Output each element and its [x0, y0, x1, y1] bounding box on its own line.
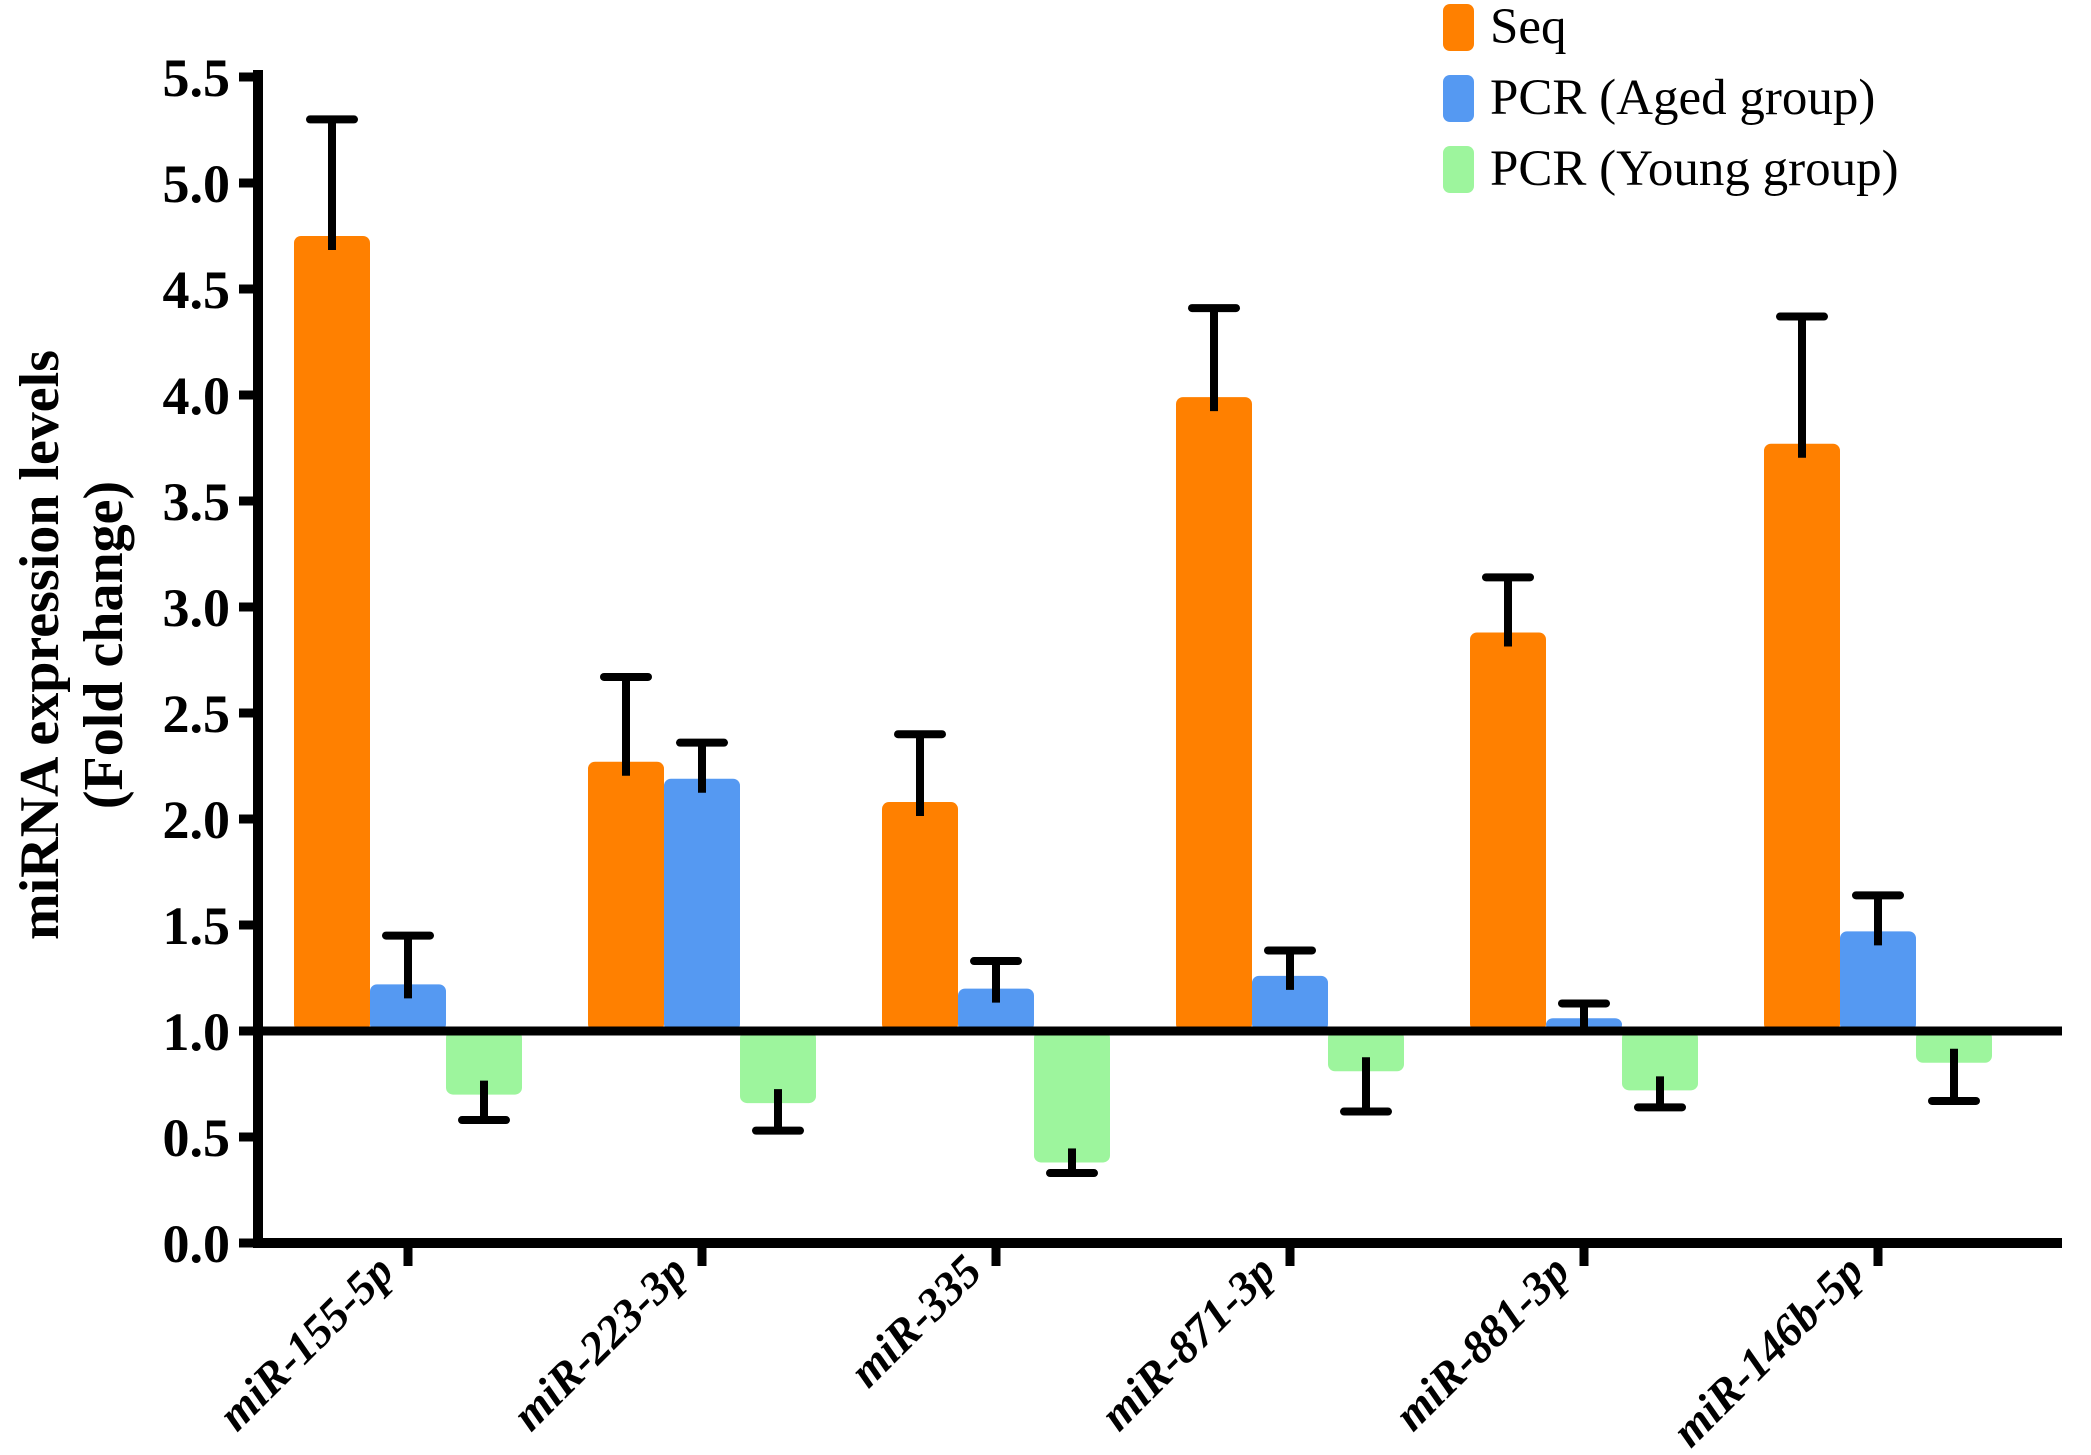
bar-seq-miR-223-3p [588, 761, 664, 1031]
x-tick-label-miR-335: miR-335 [839, 1245, 991, 1397]
y-tick-label-4.0: 4.0 [163, 366, 231, 426]
legend: Seq PCR (Aged group) PCR (Young group) [1443, 0, 1899, 197]
x-tick-label-miR-871-3p: miR-871-3p [1090, 1245, 1285, 1440]
y-tick-label-5.5: 5.5 [163, 48, 231, 108]
bar-pcr-young-group--miR-335 [1034, 1031, 1110, 1163]
legend-label-seq: Seq [1490, 0, 1567, 55]
legend-swatch-pcr-aged [1443, 75, 1474, 122]
bar-pcr-aged-group--miR-335 [958, 988, 1034, 1031]
bar-seq-miR-871-3p [1176, 397, 1252, 1031]
y-tick-label-3.5: 3.5 [163, 472, 231, 532]
x-tick-label-miR-881-3p: miR-881-3p [1384, 1245, 1579, 1440]
bar-seq-miR-335 [882, 802, 958, 1031]
x-tick-label-miR-223-3p: miR-223-3p [502, 1245, 697, 1440]
legend-label-pcr-aged: PCR (Aged group) [1490, 70, 1876, 126]
bar-pcr-aged-group--miR-146b-5p [1840, 931, 1916, 1031]
legend-label-pcr-young: PCR (Young group) [1490, 141, 1899, 197]
bar-pcr-aged-group--miR-871-3p [1252, 975, 1328, 1031]
bar-pcr-aged-group--miR-155-5p [370, 984, 446, 1031]
y-tick-label-1.0: 1.0 [163, 1002, 231, 1062]
legend-item-pcr-aged: PCR (Aged group) [1443, 70, 1899, 126]
y-tick-label-4.5: 4.5 [163, 260, 231, 320]
y-tick-label-0.0: 0.0 [163, 1214, 231, 1274]
y-tick-label-0.5: 0.5 [163, 1108, 231, 1168]
bar-pcr-young-group--miR-155-5p [446, 1031, 522, 1095]
y-tick-label-3.0: 3.0 [163, 578, 231, 638]
bar-seq-miR-881-3p [1470, 632, 1546, 1031]
x-tick-label-miR-146b-5p: miR-146b-5p [1662, 1245, 1873, 1455]
legend-item-pcr-young: PCR (Young group) [1443, 141, 1899, 197]
legend-swatch-pcr-young [1443, 146, 1474, 193]
legend-swatch-seq [1443, 4, 1474, 51]
bar-pcr-aged-group--miR-223-3p [664, 778, 740, 1031]
y-tick-label-1.5: 1.5 [163, 896, 231, 956]
x-tick-label-miR-155-5p: miR-155-5p [208, 1245, 403, 1440]
bar-seq-miR-155-5p [294, 236, 370, 1031]
bar-pcr-young-group--miR-881-3p [1622, 1031, 1698, 1091]
bar-pcr-young-group--miR-871-3p [1328, 1031, 1404, 1072]
y-tick-label-2.0: 2.0 [163, 790, 231, 850]
bar-pcr-young-group--miR-223-3p [740, 1031, 816, 1104]
legend-item-seq: Seq [1443, 0, 1899, 55]
bar-seq-miR-146b-5p [1764, 443, 1840, 1031]
bar-pcr-young-group--miR-146b-5p [1916, 1031, 1992, 1063]
y-tick-label-2.5: 2.5 [163, 684, 231, 744]
y-tick-label-5.0: 5.0 [163, 154, 231, 214]
